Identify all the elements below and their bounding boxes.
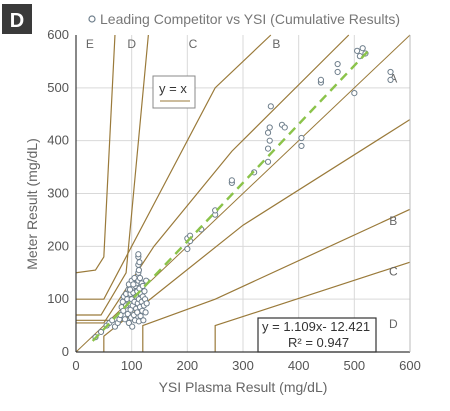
tick-labels: 0 100 200 300 400 500 600 0 100 200 300 400 500 600 [47,27,421,373]
data-point [266,124,273,131]
x-tick-label: 0 [72,358,79,373]
y-tick-label: 0 [62,344,69,359]
identity-legend-text: y = x [159,81,187,96]
legend-text: Leading Competitor vs YSI (Cumulative Re… [100,11,400,27]
zone-label: E [86,37,94,51]
data-point [334,60,341,68]
data-point [298,142,305,150]
r2-text: R² = 0.947 [288,335,349,350]
x-tick-label: 400 [288,358,310,373]
identity-legend-box [152,75,196,109]
data-point [142,309,149,316]
trendline-segment [91,47,372,342]
data-point [125,319,132,327]
zone-boundary-line [142,208,411,352]
data-point [334,68,341,76]
x-tick-label: 600 [399,358,421,373]
data-point [317,76,325,84]
data-point [140,317,147,324]
data-point [264,145,272,152]
data-point [121,316,129,323]
data-point [264,158,272,165]
y-tick-label: 500 [47,80,69,95]
data-point [354,47,361,54]
y-axis-label: Meter Result (mg/dL) [24,138,40,269]
x-tick-label: 100 [121,358,143,373]
zone-label: C [189,37,198,51]
legend-marker [88,15,96,23]
data-point [359,45,366,52]
data-point [126,286,134,293]
y-tick-label: 400 [47,133,69,148]
zone-label: C [389,264,398,278]
data-point [124,310,131,318]
data-point [267,103,274,110]
data-point [228,177,235,184]
data-point [143,300,150,307]
zone-boundary-line [75,34,116,274]
data-point [136,274,144,282]
y-tick-label: 100 [47,291,69,306]
data-point [129,323,136,330]
data-point [136,259,143,266]
zone-lines [75,34,411,352]
data-point [387,76,394,84]
data-points [92,45,394,341]
zone-boundary-line [76,34,149,316]
axes [75,35,411,353]
y-tick-label: 300 [47,186,69,201]
equation-box [257,317,377,353]
data-point [130,281,137,288]
panel-badge [2,4,32,34]
panel-label: D [10,10,24,32]
zone-label: B [272,37,280,51]
zone-boundary-line [103,119,411,352]
y-tick-label: 200 [47,238,69,253]
zone-label: D [127,37,136,51]
data-point [351,90,358,97]
data-point [120,307,127,314]
data-point [281,124,288,131]
data-point [184,245,191,253]
zone-boundary-line [76,34,272,300]
data-point [387,68,394,76]
data-point [135,267,143,274]
data-point [298,134,305,142]
equation-text: y = 1.109x- 12.421 [262,319,370,334]
x-tick-label: 500 [343,358,365,373]
zone-label: D [389,317,398,331]
trendline [91,47,372,342]
data-point [97,328,105,336]
y-tick-label: 600 [47,27,69,42]
data-point [141,288,148,295]
zone-boundary-line [214,261,411,352]
x-tick-label: 300 [232,358,254,373]
zone-label: B [389,214,397,228]
x-axis-label: YSI Plasma Result (mg/dL) [159,379,328,395]
data-point [264,129,272,136]
zone-boundary-line [76,34,350,324]
data-point [135,251,142,258]
data-point [266,137,273,144]
data-point [137,312,144,320]
x-tick-label: 200 [176,358,198,373]
